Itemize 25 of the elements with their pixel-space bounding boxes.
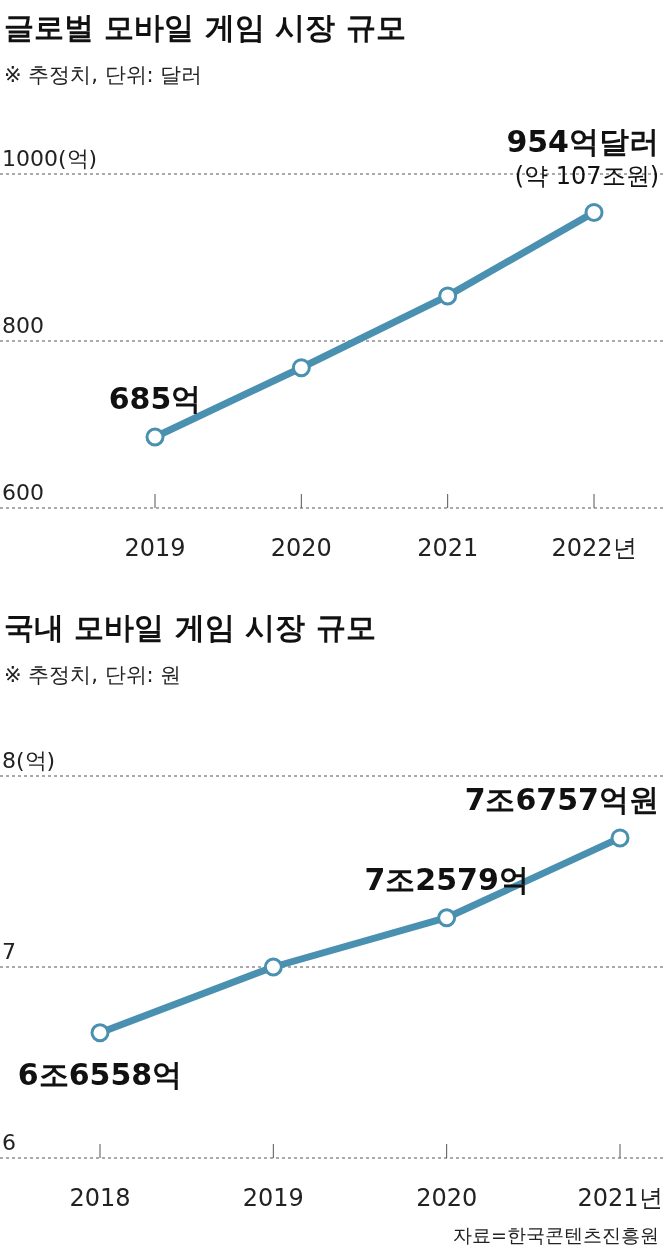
x-tick-label: 2020 <box>270 534 332 562</box>
y-tick-label: 600 <box>2 480 44 505</box>
chart-subtitle: ※ 추정치, 단위: 달러 <box>4 63 203 87</box>
x-tick-label: 2019 <box>242 1184 304 1212</box>
chart-title: 국내 모바일 게임 시장 규모 <box>4 610 376 645</box>
y-tick-label: 800 <box>2 313 44 338</box>
x-tick-label: 2022년 <box>551 534 637 562</box>
x-tick-label: 2020 <box>416 1184 478 1212</box>
chart-title: 글로벌 모바일 게임 시장 규모 <box>4 10 406 45</box>
chart-subtitle: ※ 추정치, 단위: 원 <box>4 663 182 687</box>
x-tick-label: 2021년 <box>577 1184 663 1212</box>
annotation: 954억달러 <box>506 124 659 160</box>
y-tick-label: 6 <box>2 1130 16 1155</box>
x-tick-label: 2021 <box>417 534 479 562</box>
x-tick-label: 2018 <box>69 1184 131 1212</box>
x-tick-label: 2019 <box>124 534 186 562</box>
text: 자료=한국콘텐츠진흥원 <box>453 1224 659 1246</box>
y-tick-label: 8(억) <box>2 748 56 773</box>
annotation: 685억 <box>108 381 202 417</box>
annotation: (약 107조원) <box>514 162 659 191</box>
annotation: 6조6558억 <box>17 1056 183 1092</box>
annotation: 7조6757억원 <box>464 781 659 817</box>
annotation: 7조2579억 <box>364 861 529 897</box>
y-tick-label: 1000(억) <box>2 146 98 171</box>
y-tick-label: 7 <box>2 939 16 964</box>
